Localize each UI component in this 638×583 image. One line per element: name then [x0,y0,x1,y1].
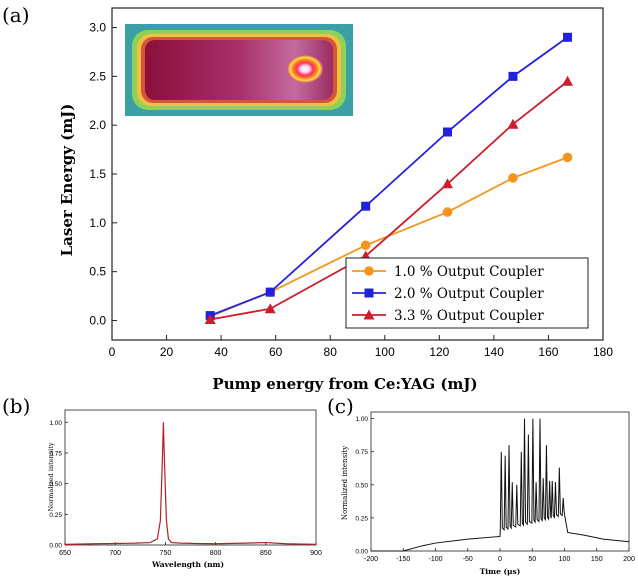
panel-c-xtick-label: 100 [559,556,571,563]
panel-a-xtick-label: 160 [538,345,558,359]
panel-a-xtick-label: 140 [484,345,504,359]
data-point [508,71,518,81]
legend-entry-label: 2.0 % Output Coupler [394,286,544,302]
beam-profile-image [125,24,353,116]
panel-c-ytick-label: 1.00 [355,416,368,423]
spectrum-line [64,422,317,545]
panel-b-frame [64,409,317,546]
panel-a-ylabel: Laser Energy (mJ) [58,104,76,257]
panel-c-xtick-label: 50 [528,556,536,563]
legend-entry-label: 1.0 % Output Coupler [394,264,544,280]
panel-b-xtick-label: 750 [160,550,172,557]
panel-c-ytick-label: 0.75 [355,449,368,456]
panel-a-xtick-label: 40 [214,345,228,359]
panel-a-xtick-label: 180 [593,345,613,359]
panel-b-xtick-label: 800 [210,550,222,557]
data-point [562,75,574,86]
data-point [442,207,453,217]
panel-c-ytick-label: 0.25 [355,515,368,522]
panel-b-xtick-label: 900 [310,550,322,557]
panel-b-ytick-label: 0.25 [49,512,62,519]
legend-entry-label: 3.3 % Output Coupler [394,308,544,324]
panel-a-xtick-label: 120 [429,345,449,359]
panel-c-label: (c) [327,394,354,418]
panel-a-label: (a) [2,3,30,27]
pulse-train-line [371,418,630,552]
panel-a-ytick-label: 1.5 [89,167,106,181]
data-point [507,118,519,129]
panel-c-xtick-label: -50 [463,556,473,563]
data-point [563,32,573,42]
panel-b-xlabel: Wavelength (nm) [151,560,224,569]
panel-a-xtick-label: 60 [269,345,283,359]
data-point [361,201,371,211]
panel-a-ytick-label: 3.0 [89,21,106,35]
data-point [204,313,216,324]
data-point [360,240,371,251]
data-point [562,152,573,163]
panel-b-ytick-label: 1.00 [49,420,62,427]
legend-marker [364,266,374,276]
panel-c-xtick-label: -100 [428,556,442,563]
panel-a-xtick-label: 100 [375,345,395,359]
panel-a-ytick-label: 1.0 [89,216,106,230]
panel-a-ytick-label: 0.5 [89,265,106,279]
panel-c-xlabel: Time (μs) [480,567,521,576]
legend-marker [363,309,375,320]
data-point [508,173,518,183]
panel-a-ytick-label: 0.0 [89,313,106,327]
legend-box [345,257,589,329]
panel-c-xtick-label: -200 [364,556,378,563]
inset-core [145,40,333,100]
panel-c-xtick-label: -150 [396,556,410,563]
panel-b-ytick-label: 0.00 [49,543,62,550]
panel-b-ytick-label: 0.75 [49,450,62,457]
panel-c-ylabel: Normalized intensity [341,446,349,520]
data-point [265,287,275,297]
panel-c-ytick-label: 0.00 [355,549,368,556]
panel-b-xtick-label: 850 [260,550,272,557]
inset-hot-spot [287,55,323,83]
panel-c-ytick-label: 0.50 [355,482,368,489]
panel-b-ylabel: Normalized intensity [47,442,55,511]
panel-a-xlabel: Pump energy from Ce:YAG (mJ) [212,375,477,393]
panel-a-ytick-label: 2.0 [89,118,106,132]
panel-b-xtick-label: 700 [109,550,121,557]
panel-c-xtick-label: 0 [498,556,502,563]
panel-a-xtick-label: 80 [324,345,338,359]
panel-c-xtick-label: 150 [591,556,603,563]
legend-marker [364,288,374,298]
panel-b-label: (b) [2,394,30,418]
panel-c-xtick-label: 200 [623,556,635,563]
panel-a-xtick-label: 20 [160,345,174,359]
panel-a-ytick-label: 2.5 [89,69,106,83]
series-line-3 [210,80,569,321]
data-point [442,178,454,189]
panel-b-ytick-label: 0.50 [49,481,62,488]
data-point [443,127,453,137]
series-line-2 [209,36,569,317]
panel-a-xtick-label: 0 [109,345,116,359]
panel-b-xtick-label: 650 [59,550,71,557]
data-point [264,303,276,314]
